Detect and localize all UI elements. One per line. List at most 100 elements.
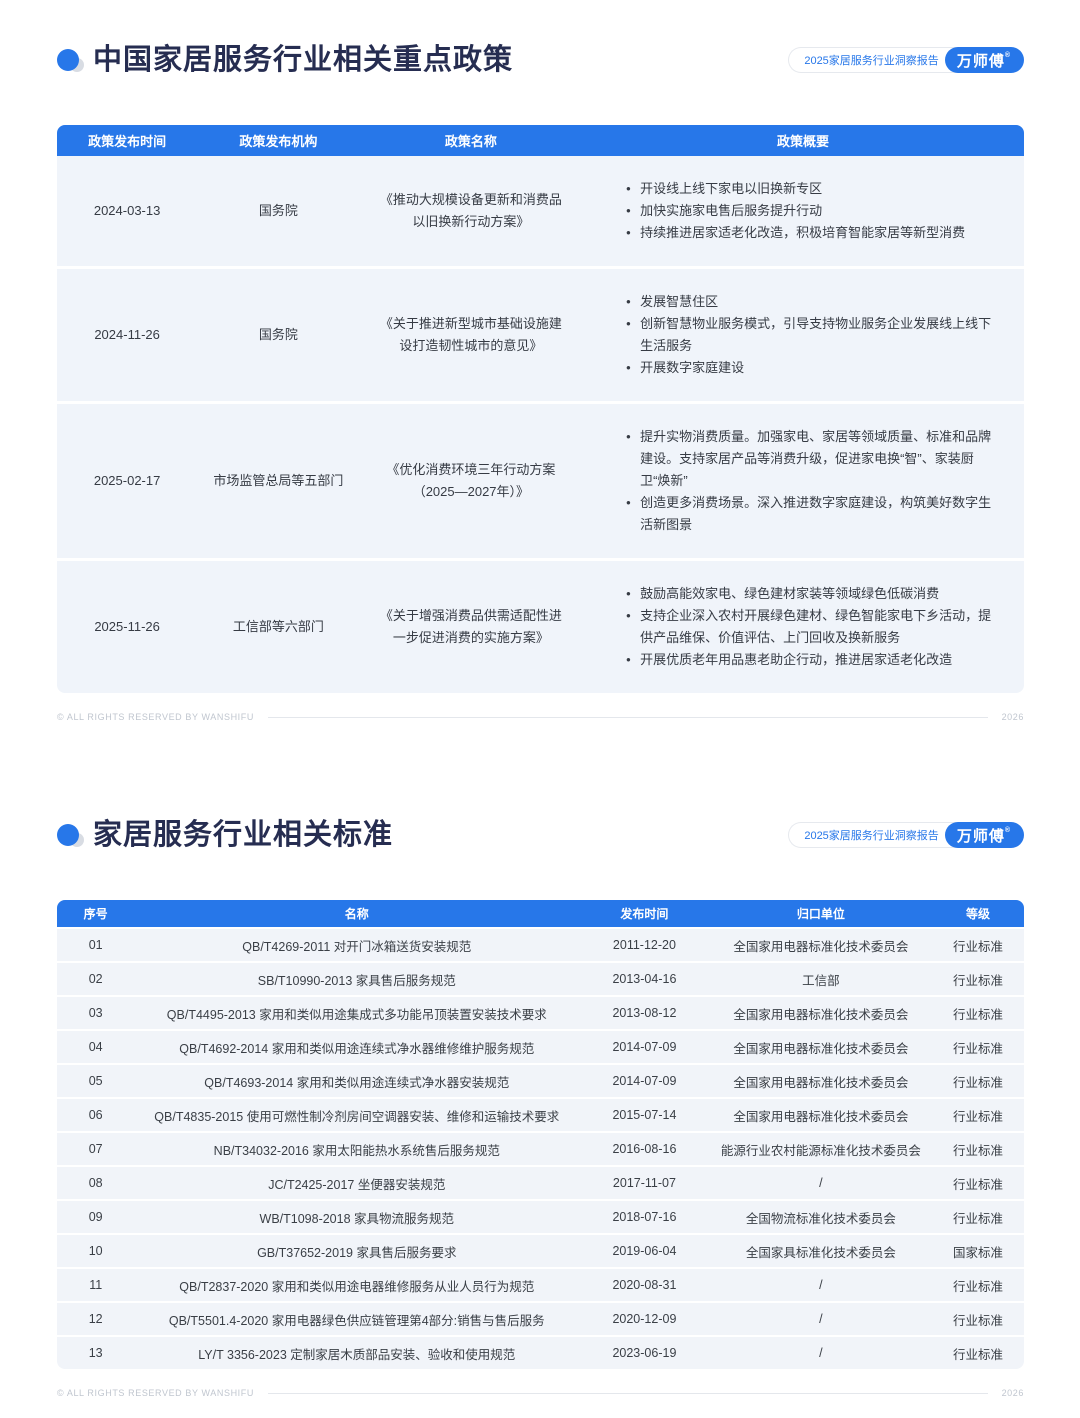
standard-name: NB/T34032-2016 家用太阳能热水系统售后服务规范 — [213, 1143, 500, 1158]
policy-col-date: 政策发布时间 — [88, 134, 167, 149]
standards-section: 家居服务行业相关标准 2025家居服务行业洞察报告 万师傅 ® 序号 名称 发布时… — [57, 815, 1024, 1398]
standard-index: 13 — [88, 1346, 103, 1360]
standard-index: 06 — [88, 1108, 103, 1122]
standard-level: 行业标准 — [953, 1041, 1004, 1056]
report-badge: 2025家居服务行业洞察报告 万师傅 ® — [788, 47, 1024, 73]
standards-section-header: 家居服务行业相关标准 2025家居服务行业洞察报告 万师傅 ® — [57, 815, 1024, 855]
standard-level: 行业标准 — [953, 1347, 1004, 1362]
standard-index: 07 — [88, 1142, 103, 1156]
policy-summary: 开设线上线下家电以旧换新专区加快实施家电售后服务提升行动持续推进居家适老化改造，… — [582, 156, 1024, 266]
standard-unit: 全国家用电器标准化技术委员会 — [733, 1075, 909, 1090]
standard-date: 2011-12-20 — [612, 938, 676, 952]
policy-section-header: 中国家居服务行业相关重点政策 2025家居服务行业洞察报告 万师傅 ® — [57, 40, 1024, 80]
standards-row: 09 WB/T1098-2018 家具物流服务规范 2018-07-16 全国物流标准… — [57, 1201, 1024, 1233]
policy-summary-item: 创新智慧物业服务模式，引导支持物业服务企业发展线上线下生活服务 — [626, 313, 994, 357]
standard-level: 行业标准 — [953, 1075, 1004, 1090]
standards-row: 01 QB/T4269-2011 对开门冰箱送货安装规范 2011-12-20 全国家… — [57, 929, 1024, 961]
standard-date: 2017-11-07 — [612, 1176, 676, 1190]
policy-table: 政策发布时间 政策发布机构 政策名称 政策概要 2024-03-13 国务院 《推动… — [57, 125, 1024, 693]
policy-summary-item: 鼓励高能效家电、绿色建材家装等领域绿色低碳消费 — [626, 583, 994, 605]
standard-date: 2018-07-16 — [612, 1210, 677, 1224]
standards-col-date: 发布时间 — [620, 907, 669, 921]
policy-summary-item: 提升实物消费质量。加强家电、家居等领域质量、标准和品牌建设。支持家居产品等消费升… — [626, 426, 994, 492]
standards-row: 02 SB/T10990-2013 家具售后服务规范 2013-04-16 工信部 行业… — [57, 963, 1024, 995]
standards-col-index: 序号 — [83, 907, 108, 921]
standard-name: QB/T4495-2013 家用和类似用途集成式多功能吊顶装置安装技术要求 — [166, 1007, 547, 1022]
standard-level: 行业标准 — [953, 1109, 1004, 1124]
standard-index: 05 — [88, 1074, 103, 1088]
policy-summary-item: 持续推进居家适老化改造，积极培育智能家居等新型消费 — [626, 222, 965, 244]
policy-row: 2025-11-26 工信部等六部门 《关于增强消费品供需适配性进一步促进消费的实施… — [57, 561, 1024, 693]
policy-section: 中国家居服务行业相关重点政策 2025家居服务行业洞察报告 万师傅 ® 政策发布时… — [57, 40, 1024, 722]
policy-row: 2025-02-17 市场监管总局等五部门 《优化消费环境三年行动方案（2025—2… — [57, 404, 1024, 558]
standard-index: 03 — [88, 1006, 103, 1020]
policy-org: 市场监管总局等五部门 — [213, 473, 344, 488]
standard-index: 08 — [88, 1176, 103, 1190]
policy-col-org: 政策发布机构 — [239, 134, 318, 149]
standard-name: QB/T4693-2014 家用和类似用途连续式净水器安装规范 — [204, 1075, 510, 1090]
policy-name: 《关于增强消费品供需适配性进一步促进消费的实施方案》 — [379, 608, 562, 645]
policy-org: 工信部等六部门 — [232, 619, 324, 634]
standard-name: QB/T4835-2015 使用可燃性制冷剂房间空调器安装、维修和运输技术要求 — [154, 1109, 560, 1124]
standard-unit: 能源行业农村能源标准化技术委员会 — [720, 1143, 921, 1158]
copyright-text: © ALL RIGHTS RESERVED BY WANSHIFU — [57, 1388, 254, 1398]
standards-table: 序号 名称 发布时间 归口单位 等级 01 QB/T4269-2011 对开门冰箱… — [57, 900, 1024, 1369]
footer-rule — [267, 1392, 988, 1394]
standard-level: 行业标准 — [953, 939, 1004, 954]
wanshifu-logo-text: 万师傅 — [956, 53, 1005, 70]
standard-unit: 工信部 — [802, 973, 840, 988]
policy-date: 2024-11-26 — [94, 327, 160, 342]
standard-unit: 全国家具标准化技术委员会 — [745, 1245, 896, 1260]
standard-date: 2013-08-12 — [612, 1006, 677, 1020]
standard-index: 04 — [88, 1040, 103, 1054]
standard-date: 2016-08-16 — [612, 1142, 677, 1156]
standard-unit: / — [819, 1278, 823, 1292]
standards-row: 12 QB/T5501.4-2020 家用电器绿色供应链管理第4部分:销售与售后服… — [57, 1303, 1024, 1335]
policy-summary: 提升实物消费质量。加强家电、家居等领域质量、标准和品牌建设。支持家居产品等消费升… — [582, 404, 1024, 558]
policy-summary-item: 创造更多消费场景。深入推进数字家庭建设，构筑美好数字生活新图景 — [626, 492, 994, 536]
page-number: 2026 — [1001, 712, 1024, 722]
policy-table-header: 政策发布时间 政策发布机构 政策名称 政策概要 — [57, 125, 1024, 156]
standard-level: 行业标准 — [953, 1143, 1004, 1158]
standard-date: 2014-07-09 — [612, 1040, 677, 1054]
standard-date: 2013-04-16 — [612, 972, 677, 986]
standard-level: 行业标准 — [953, 1177, 1004, 1192]
standards-table-header: 序号 名称 发布时间 归口单位 等级 — [57, 900, 1024, 927]
policy-summary: 发展智慧住区创新智慧物业服务模式，引导支持物业服务企业发展线上线下生活服务开展数… — [582, 269, 1024, 401]
standards-row: 07 NB/T34032-2016 家用太阳能热水系统售后服务规范 2016-08-… — [57, 1133, 1024, 1165]
wanshifu-logo: 万师傅 ® — [944, 822, 1024, 848]
standard-level: 行业标准 — [953, 1313, 1004, 1328]
standard-date: 2020-08-31 — [612, 1278, 677, 1292]
standards-row: 03 QB/T4495-2013 家用和类似用途集成式多功能吊顶装置安装技术要求 2… — [57, 997, 1024, 1029]
standards-section-title: 家居服务行业相关标准 — [93, 819, 394, 851]
policy-summary-item: 开展数字家庭建设 — [626, 357, 994, 379]
standards-row: 05 QB/T4693-2014 家用和类似用途连续式净水器安装规范 2014-07… — [57, 1065, 1024, 1097]
registered-mark: ® — [1004, 827, 1011, 834]
standard-date: 2015-07-14 — [612, 1108, 677, 1122]
policy-table-body: 2024-03-13国务院《推动大规模设备更新和消费品以旧换新行动方案》开设线上… — [57, 156, 1024, 693]
standards-col-level: 等级 — [966, 907, 991, 921]
policy-date: 2025-11-26 — [94, 619, 160, 634]
report-badge-label: 2025家居服务行业洞察报告 — [788, 822, 955, 848]
standard-name: GB/T37652-2019 家具售后服务要求 — [257, 1245, 457, 1260]
page-footer: © ALL RIGHTS RESERVED BY WANSHIFU 2026 — [57, 712, 1024, 722]
standards-row: 13 LY/T 3356-2023 定制家居木质部品安装、验收和使用规范 2023-… — [57, 1337, 1024, 1369]
policy-name: 《优化消费环境三年行动方案（2025—2027年）》 — [386, 462, 556, 499]
standard-level: 行业标准 — [953, 1279, 1004, 1294]
registered-mark: ® — [1004, 52, 1011, 59]
standard-name: LY/T 3356-2023 定制家居木质部品安装、验收和使用规范 — [198, 1347, 516, 1362]
standard-level: 行业标准 — [953, 1211, 1004, 1226]
standard-name: WB/T1098-2018 家具物流服务规范 — [259, 1211, 455, 1226]
standards-row: 08 JC/T2425-2017 坐便器安装规范 2017-11-07 / 行业标准 — [57, 1167, 1024, 1199]
standard-name: JC/T2425-2017 坐便器安装规范 — [268, 1177, 446, 1192]
standard-name: QB/T4692-2014 家用和类似用途连续式净水器维修维护服务规范 — [179, 1041, 535, 1056]
section-bullet-icon — [57, 47, 91, 73]
standard-name: QB/T2837-2020 家用和类似用途电器维修服务从业人员行为规范 — [179, 1279, 535, 1294]
policy-org: 国务院 — [258, 327, 298, 342]
standard-level: 国家标准 — [953, 1245, 1004, 1260]
policy-summary-item: 支持企业深入农村开展绿色建材、绿色智能家电下乡活动，提供产品维保、价值评估、上门… — [626, 605, 994, 649]
standard-date: 2020-12-09 — [612, 1312, 677, 1326]
standard-unit: 全国家用电器标准化技术委员会 — [733, 1007, 909, 1022]
standard-unit: 全国家用电器标准化技术委员会 — [733, 939, 909, 954]
